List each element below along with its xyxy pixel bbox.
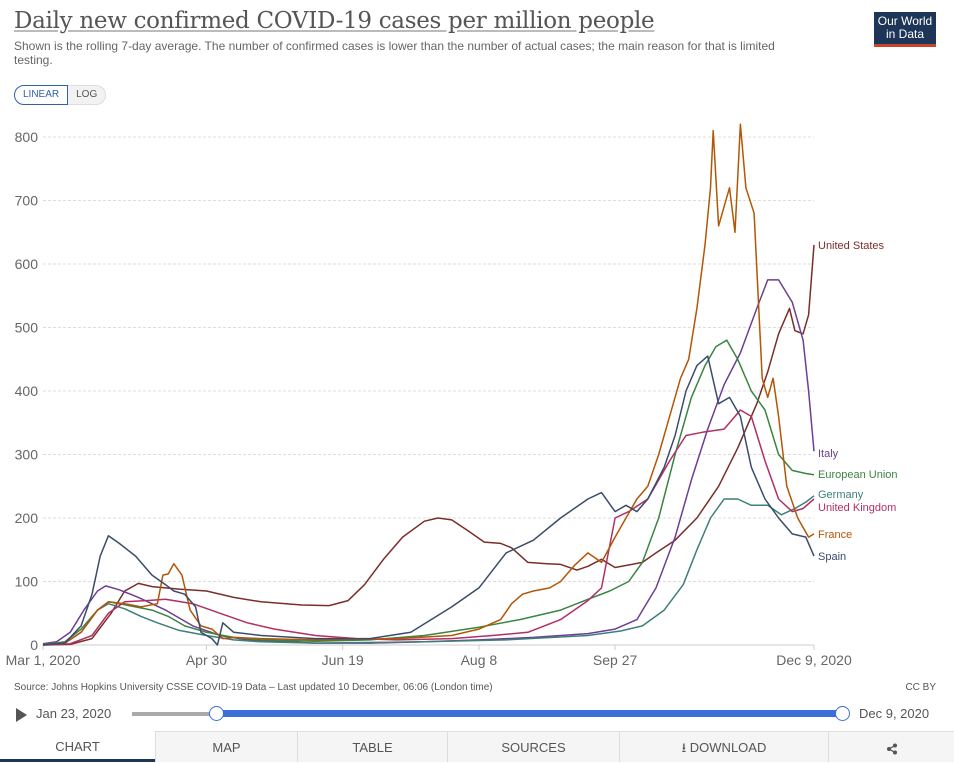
- source-note[interactable]: Source: Johns Hopkins University CSSE CO…: [14, 682, 493, 693]
- end-label-spain: Spain: [818, 551, 846, 563]
- series-line-united-kingdom: [42, 409, 815, 646]
- y-tick-label: 0: [30, 637, 38, 653]
- line-end-labels: United States Italy European Union GermanyU…: [818, 240, 898, 563]
- x-tick-label: Dec 9, 2020: [776, 652, 852, 668]
- end-label-united-states: United States: [818, 240, 885, 252]
- tab-map[interactable]: MAP: [155, 731, 297, 762]
- series-line-united-states: [42, 244, 815, 646]
- series-line-european-union: [42, 339, 815, 646]
- chart-subtitle: Shown is the rolling 7-day average. The …: [14, 39, 775, 67]
- tab-chart[interactable]: CHART: [0, 731, 155, 762]
- tab-bar: CHART MAP TABLE SOURCES ⭳ DOWNLOAD: [0, 731, 954, 762]
- timeline-end-handle[interactable]: [835, 706, 850, 721]
- timeline-start-date: Jan 23, 2020: [36, 706, 112, 721]
- x-tick-label: Jun 19: [322, 652, 364, 668]
- y-axis-ticks: 0 100 200 300 400 500 600 700 800: [15, 129, 39, 653]
- y-tick-label: 600: [15, 256, 39, 272]
- y-tick-label: 400: [15, 383, 39, 399]
- share-button[interactable]: [828, 731, 954, 762]
- end-label-european-union: European Union: [818, 469, 898, 481]
- end-label-germany: Germany: [818, 489, 864, 501]
- play-icon[interactable]: [16, 708, 27, 722]
- end-label-france: France: [818, 529, 852, 541]
- timeline: Jan 23, 2020 Dec 9, 2020: [14, 704, 939, 724]
- logo-line2: in Data: [885, 27, 925, 41]
- y-tick-label: 100: [15, 574, 39, 590]
- tab-sources[interactable]: SOURCES: [447, 731, 619, 762]
- license-link[interactable]: CC BY: [905, 682, 936, 693]
- series-line-france: [42, 123, 815, 646]
- owid-logo[interactable]: Our World in Data: [874, 12, 936, 47]
- y-tick-label: 800: [15, 129, 39, 145]
- line-chart: 0 100 200 300 400 500 600 700 800 Mar 1, 2020 Apr…: [6, 123, 898, 668]
- x-axis-ticks: Mar 1, 2020 Apr 30 Jun 19 Aug 8 Sep 27 Dec 9,…: [6, 645, 852, 668]
- log-scale-button[interactable]: LOG: [68, 85, 107, 105]
- tab-table[interactable]: TABLE: [297, 731, 447, 762]
- series-lines: [42, 123, 815, 646]
- series-line-spain: [42, 355, 815, 646]
- x-tick-label: Sep 27: [593, 652, 638, 668]
- logo-line1: Our World: [877, 14, 933, 28]
- y-tick-label: 700: [15, 193, 39, 209]
- grid-lines: [43, 136, 814, 646]
- y-tick-label: 200: [15, 510, 39, 526]
- tab-download[interactable]: ⭳ DOWNLOAD: [619, 731, 828, 762]
- end-label-united-kingdom: United Kingdom: [818, 502, 896, 514]
- x-tick-label: Mar 1, 2020: [6, 652, 81, 668]
- linear-scale-button[interactable]: LINEAR: [14, 85, 69, 105]
- x-tick-label: Aug 8: [461, 652, 498, 668]
- timeline-selected-range: [216, 710, 842, 717]
- y-tick-label: 300: [15, 447, 39, 463]
- share-icon: [886, 743, 897, 755]
- end-label-italy: Italy: [818, 448, 839, 460]
- chart-title[interactable]: Daily new confirmed COVID-19 cases per m…: [14, 8, 655, 34]
- timeline-end-date: Dec 9, 2020: [859, 706, 930, 721]
- timeline-start-handle[interactable]: [209, 706, 224, 721]
- y-tick-label: 500: [15, 320, 39, 336]
- series-line-italy: [42, 279, 815, 645]
- x-tick-label: Apr 30: [186, 652, 227, 668]
- scale-toggle: LINEAR LOG: [14, 85, 107, 105]
- series-line-germany: [42, 495, 815, 646]
